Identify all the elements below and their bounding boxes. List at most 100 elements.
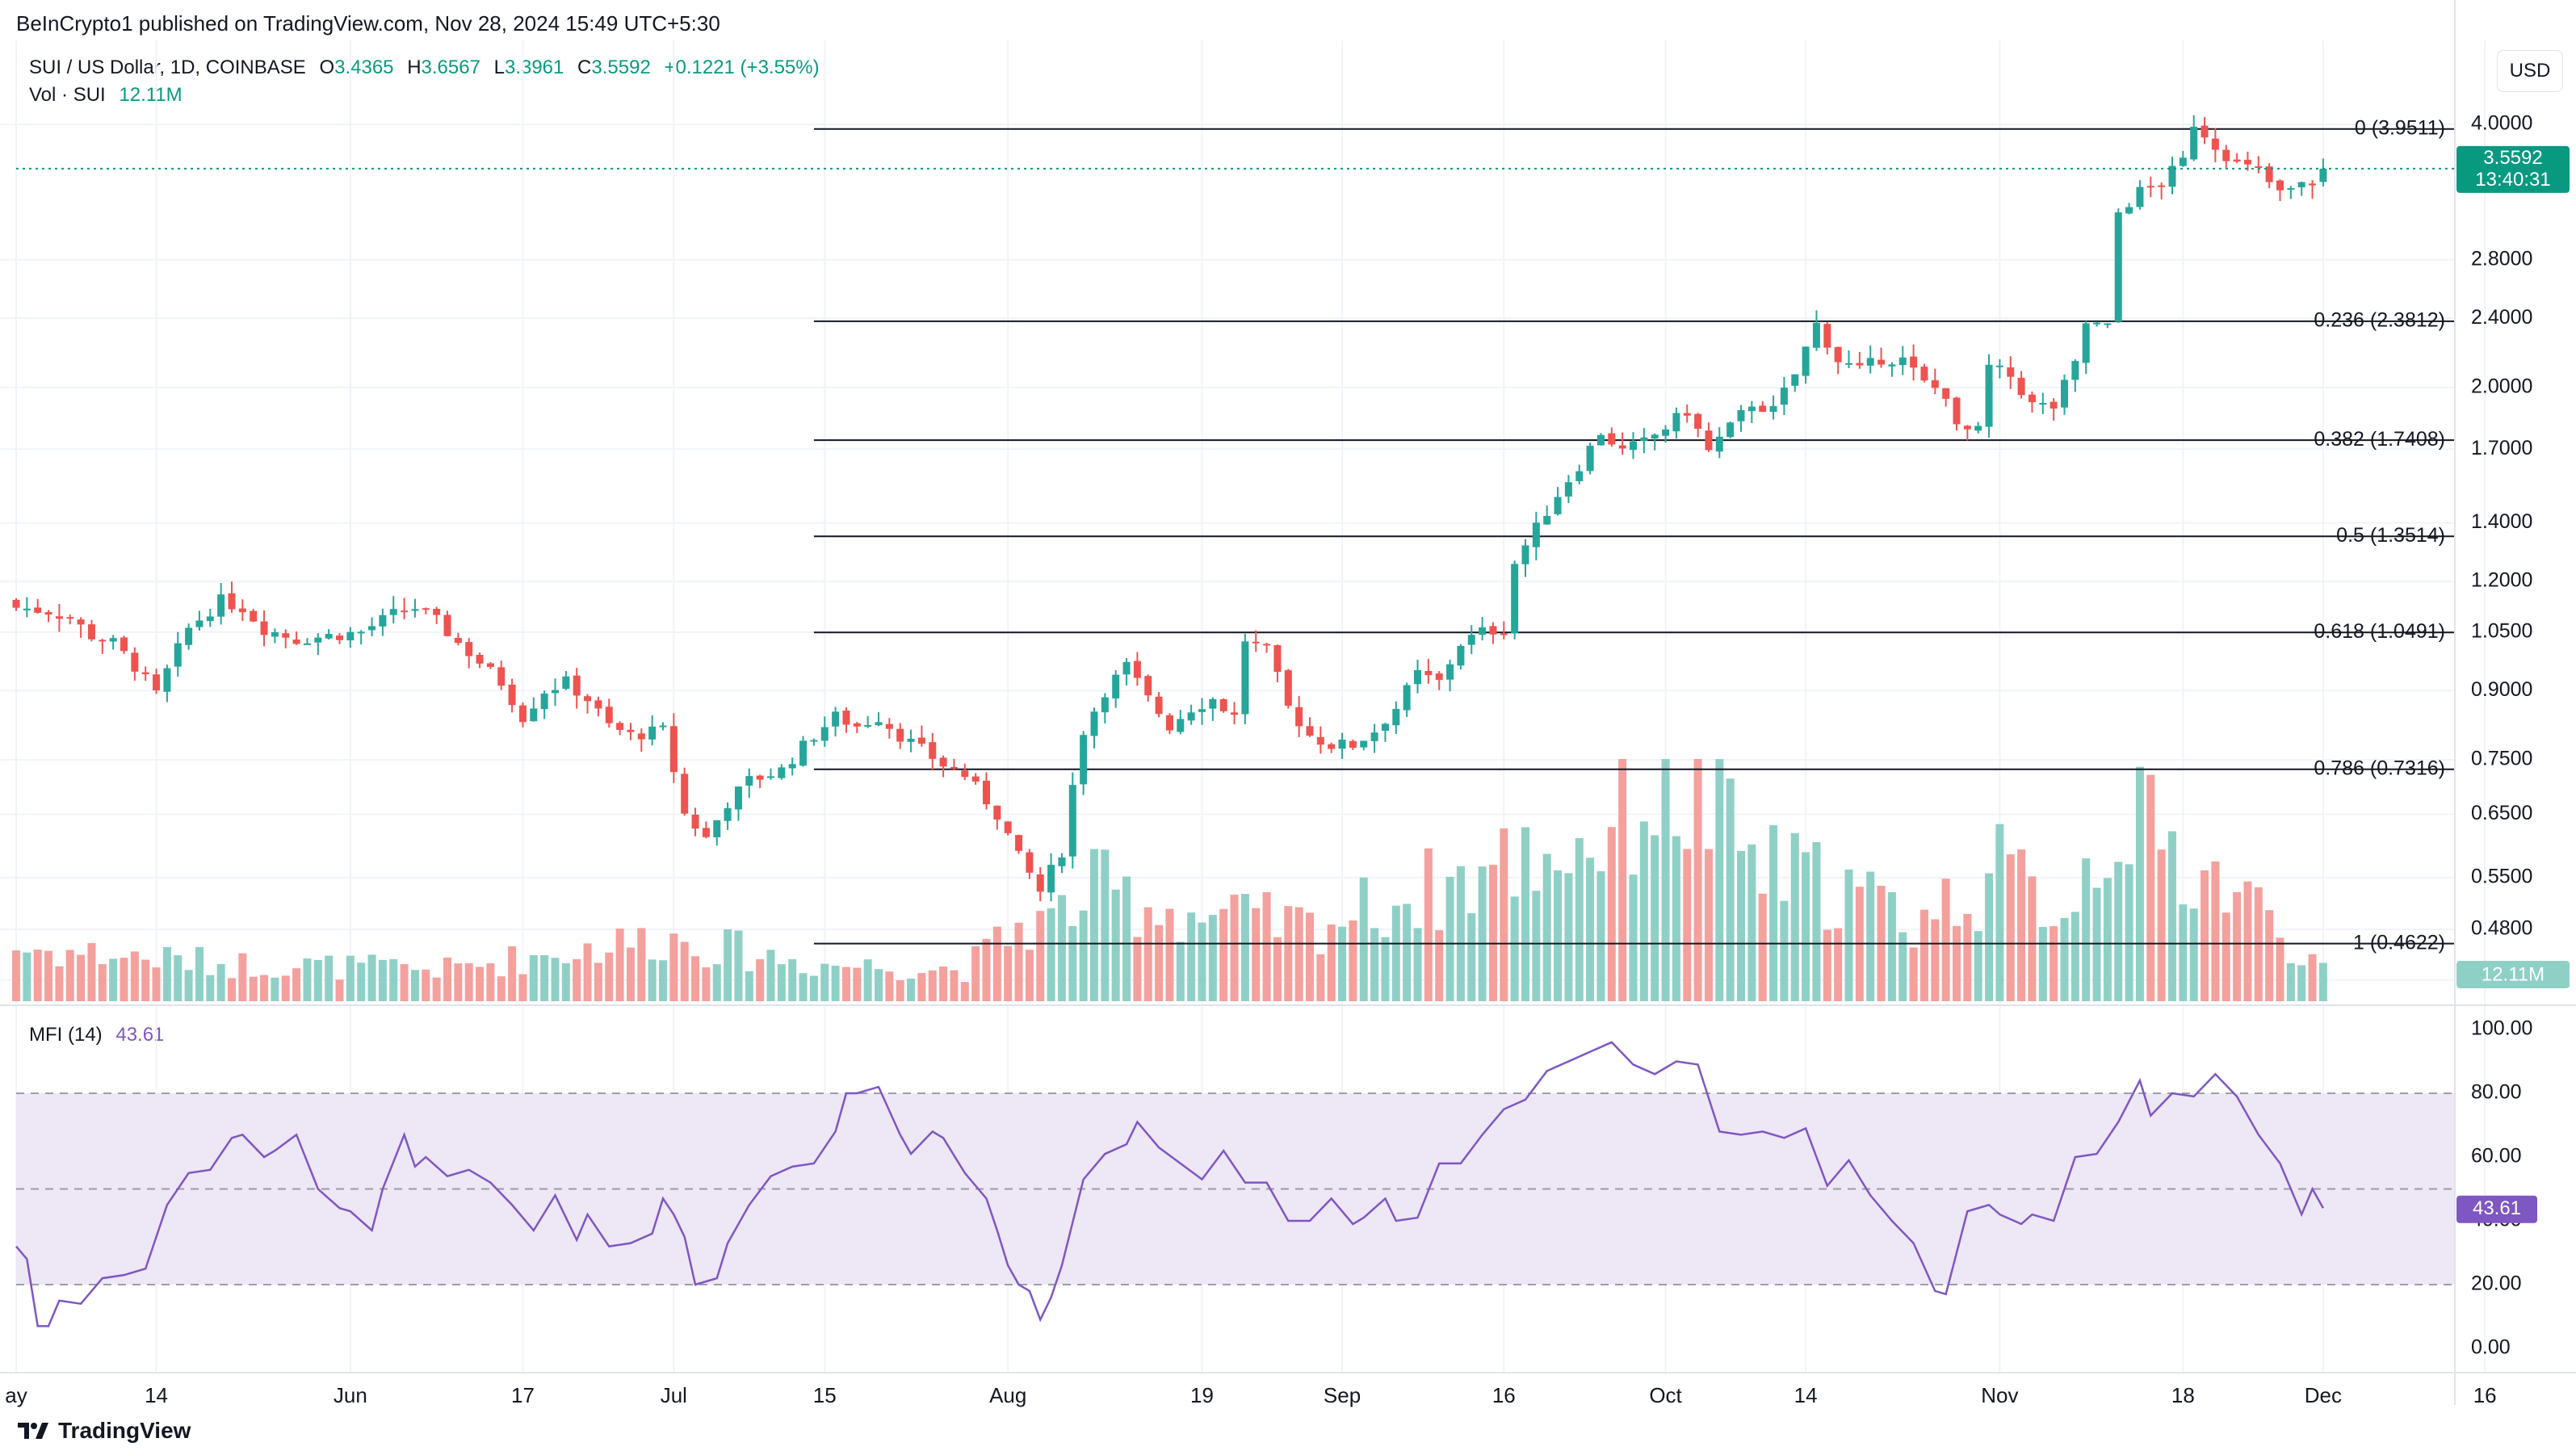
candle-up — [1596, 434, 1605, 446]
candle-up — [788, 764, 796, 769]
candle-up — [1747, 406, 1756, 412]
volume-bar — [1122, 876, 1131, 1001]
volume-bar — [2157, 849, 2166, 1001]
volume-value: 12.11M — [119, 84, 183, 106]
candle-down — [1219, 698, 1227, 711]
volume-bar — [313, 959, 322, 1001]
candle-down — [282, 633, 290, 638]
volume-bar — [1941, 878, 1950, 1001]
volume-bar — [1554, 870, 1563, 1001]
candle-down — [238, 608, 246, 613]
candle-up — [2319, 168, 2327, 182]
price-axis-label: 4.0000 — [2471, 112, 2532, 135]
candle-down — [141, 672, 149, 675]
volume-bar — [1413, 928, 1422, 1001]
candle-down — [669, 726, 678, 773]
candle-up — [2179, 157, 2187, 166]
volume-bar — [724, 929, 732, 1001]
tradingview-brand[interactable]: TradingView — [16, 1418, 191, 1444]
candle-up — [1112, 674, 1120, 698]
candle-up — [552, 690, 559, 694]
volume-bar — [476, 967, 485, 1001]
volume-bar — [799, 973, 808, 1001]
candle-up — [1575, 471, 1584, 481]
candle-down — [77, 619, 85, 625]
candle-down — [681, 774, 689, 814]
volume-bar — [1047, 908, 1055, 1001]
currency-button[interactable]: USD — [2497, 50, 2563, 92]
candle-up — [1047, 865, 1055, 893]
candle-down — [993, 805, 1001, 820]
time-axis-label: Jun — [334, 1383, 367, 1407]
volume-bar — [1898, 932, 1907, 1001]
volume-bar — [2243, 881, 2252, 1001]
candle-up — [530, 708, 538, 722]
volume-bar — [561, 962, 570, 1001]
candle-down — [55, 616, 63, 619]
volume-bar — [777, 964, 786, 1001]
candle-down — [1705, 430, 1713, 451]
price-axis-label: 1.0500 — [2471, 619, 2532, 642]
candle-up — [1995, 365, 2003, 367]
candles — [12, 115, 2327, 902]
volume-bar — [529, 954, 538, 1001]
volume-bar — [1036, 911, 1045, 1001]
candle-down — [497, 667, 506, 686]
candle-up — [778, 767, 786, 778]
volume-bar — [1338, 926, 1347, 1001]
candle-up — [2071, 361, 2079, 380]
last-price-value: 3.5592 — [2483, 147, 2542, 169]
candle-up — [1187, 712, 1195, 721]
volume-bar — [1747, 844, 1756, 1001]
candle-down — [929, 742, 937, 759]
volume-bar — [77, 954, 86, 1001]
candle-down — [1823, 324, 1831, 348]
candle-up — [1090, 711, 1098, 736]
price-axis-label: 2.0000 — [2471, 375, 2532, 398]
volume-bar — [551, 958, 560, 1001]
candle-down — [573, 675, 581, 696]
mfi-label[interactable]: MFI (14) — [29, 1024, 103, 1046]
volume-bar — [1306, 912, 1314, 1001]
candle-down — [1953, 397, 1961, 425]
candle-up — [820, 727, 829, 741]
candle-down — [637, 733, 645, 740]
candle-down — [1026, 852, 1034, 873]
close-value: 3.5592 — [591, 57, 651, 78]
candle-down — [12, 599, 20, 608]
candle-down — [1694, 413, 1702, 430]
candle-up — [1058, 857, 1066, 866]
volume-bar — [162, 946, 171, 1001]
volume-bar — [1769, 825, 1778, 1001]
volume-bar — [863, 959, 872, 1001]
volume-bar — [1424, 848, 1433, 1001]
volume-bar — [1974, 931, 1982, 1001]
price-axis-label: 1.7000 — [2471, 437, 2532, 459]
volume-bar — [1014, 922, 1023, 1001]
candle-up — [1888, 364, 1896, 367]
volume-bar — [2114, 862, 2123, 1001]
candle-down — [465, 642, 473, 656]
symbol-title[interactable]: SUI / US Dollar, 1D, COINBASE — [29, 57, 306, 78]
candle-up — [23, 608, 31, 610]
volume-label[interactable]: Vol · SUI — [29, 84, 106, 106]
candle-down — [1306, 726, 1314, 736]
time-axis-label: 16 — [1492, 1383, 1516, 1407]
time-axis-label: Oct — [1649, 1383, 1682, 1407]
last-price-tag — [2456, 145, 2570, 193]
candle-up — [2297, 182, 2305, 187]
volume-bar — [1111, 889, 1120, 1001]
candle-down — [2243, 159, 2251, 165]
volume-bar — [1359, 877, 1368, 1001]
volume-bar — [23, 952, 31, 1001]
fib-level-label: 0 (3.9511) — [2355, 116, 2445, 139]
candle-down — [584, 696, 592, 702]
volume-bar — [1953, 925, 1961, 1001]
candle-down — [1284, 670, 1292, 707]
volume-bar — [982, 938, 991, 1001]
candle-down — [2265, 166, 2273, 182]
candle-up — [1974, 426, 1982, 431]
change-value: +0.1221 (+3.55%) — [664, 57, 820, 78]
volume-bar — [1176, 941, 1185, 1001]
